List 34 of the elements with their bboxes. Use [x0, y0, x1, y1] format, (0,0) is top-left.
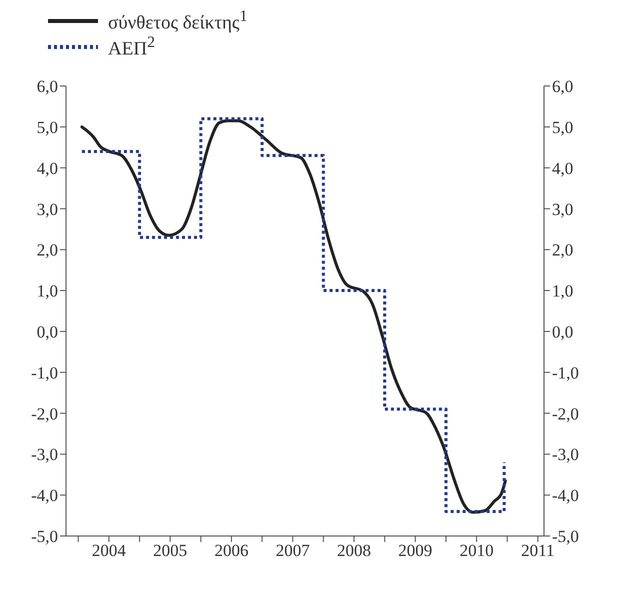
- x-tick-label: 2010: [460, 541, 494, 560]
- y2-tick-label: 0,0: [552, 322, 574, 342]
- y-tick-label: 5,0: [36, 118, 58, 137]
- y2-tick-label: 1,0: [552, 282, 574, 301]
- y-tick-label: -1,0: [31, 363, 58, 382]
- y2-tick-label: -1,0: [552, 363, 579, 382]
- y-tick-label: 1,0: [36, 282, 58, 301]
- y2-tick-label: 6,0: [552, 77, 574, 96]
- y-tick-label: -5,0: [31, 527, 58, 546]
- y2-tick-label: 2,0: [552, 240, 574, 260]
- legend-label: ΑΕΠ$^{2}$: [108, 34, 155, 60]
- x-tick-label: 2008: [337, 541, 372, 560]
- y2-tick-label: 4,0: [552, 158, 574, 178]
- y2-tick-label: 3,0: [552, 200, 574, 219]
- x-tick-label: 2005: [153, 541, 188, 560]
- y-tick-label: 6,0: [36, 77, 58, 96]
- y-tick-label: -3,0: [31, 445, 58, 464]
- y2-tick-label: 5,0: [552, 118, 574, 137]
- y-tick-label: 4,0: [36, 158, 58, 178]
- y2-tick-label: -2,0: [552, 404, 579, 424]
- y2-tick-label: -3,0: [552, 445, 579, 464]
- x-tick-label: 2009: [398, 541, 432, 560]
- x-tick-label: 2006: [214, 541, 248, 560]
- y-tick-label: 2,0: [36, 240, 58, 260]
- x-tick-label: 2004: [92, 541, 126, 560]
- y-tick-label: 3,0: [36, 200, 58, 219]
- legend-label: σύνθετος δείκτης$^{1}$: [108, 8, 248, 34]
- y-tick-label: -2,0: [31, 404, 58, 424]
- x-tick-label: 2007: [276, 541, 310, 560]
- y2-tick-label: -4,0: [552, 486, 579, 506]
- y2-tick-label: -5,0: [552, 527, 579, 546]
- y-tick-label: 0,0: [36, 322, 58, 342]
- x-tick-label: 2011: [521, 541, 555, 560]
- y-tick-label: -4,0: [31, 486, 58, 506]
